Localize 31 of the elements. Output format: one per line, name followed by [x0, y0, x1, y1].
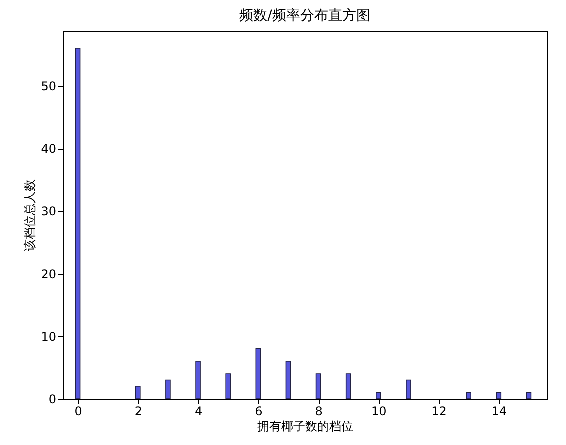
x-tick-label: 12	[432, 404, 447, 418]
bar	[256, 348, 262, 400]
y-axis-title: 该档位总人数	[23, 180, 38, 252]
x-tick-label: 6	[255, 404, 263, 418]
bar	[286, 361, 292, 400]
y-tick-label: 10	[41, 330, 56, 344]
y-tick-label: 50	[41, 80, 56, 94]
bar	[196, 361, 201, 400]
y-tick-label: 20	[41, 267, 56, 282]
x-tick-label: 0	[74, 404, 82, 418]
x-tick-label: 4	[194, 404, 203, 418]
y-tick-label: 40	[41, 142, 56, 156]
x-axis-title: 拥有椰子数的档位	[258, 420, 354, 434]
bar	[316, 374, 322, 400]
bar	[226, 374, 231, 400]
x-tick-label: 8	[315, 404, 323, 418]
chart-title: 频数/频率分布直方图	[240, 8, 370, 24]
bar	[75, 48, 81, 400]
bar	[406, 380, 412, 400]
bar	[496, 392, 502, 400]
bar	[526, 392, 532, 400]
bar	[466, 392, 472, 400]
y-tick-label: 0	[48, 392, 56, 406]
x-tick-label: 2	[134, 404, 142, 418]
bar	[376, 392, 382, 400]
y-tick-label: 30	[41, 204, 56, 219]
x-tick-label: 14	[492, 404, 508, 418]
bar	[136, 386, 141, 400]
bar	[166, 380, 171, 400]
x-tick-label: 10	[372, 404, 387, 418]
bar	[346, 374, 352, 400]
